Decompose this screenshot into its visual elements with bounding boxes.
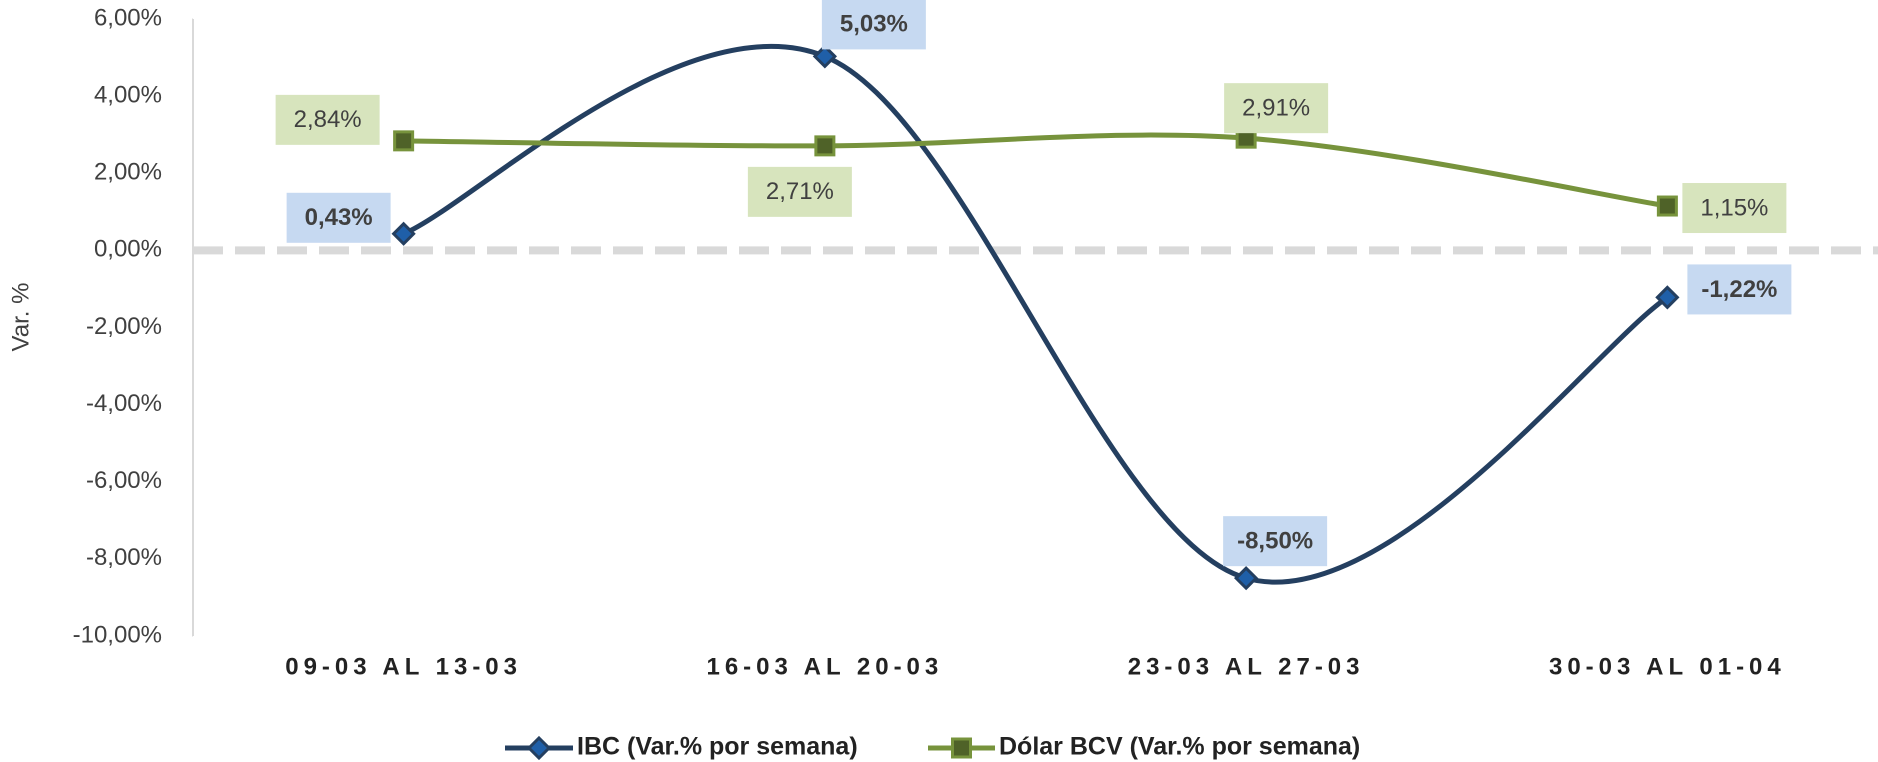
data-label-bg: [747, 166, 852, 217]
y-tick-label: 6,00%: [94, 4, 162, 31]
marker: [391, 221, 416, 246]
y-tick-label: -8,00%: [86, 544, 162, 571]
data-label: -8,50%: [1237, 528, 1313, 555]
marker: [814, 135, 836, 157]
legend-label: Dólar BCV (Var.% por semana): [999, 733, 1360, 761]
marker: [812, 44, 837, 69]
x-tick-label: 09-03 AL 13-03: [285, 653, 522, 680]
y-tick-label: -10,00%: [73, 621, 162, 648]
data-label: -1,22%: [1701, 276, 1777, 303]
data-label: 0,43%: [305, 204, 373, 231]
legend-marker: [526, 735, 552, 761]
data-label: 5,03%: [840, 11, 908, 38]
data-label: 2,84%: [294, 106, 362, 133]
data-label-bg: [1687, 264, 1792, 315]
y-tick-label: -4,00%: [86, 390, 162, 417]
data-label-bg: [286, 192, 391, 243]
series-line: [402, 43, 1669, 585]
marker: [1655, 285, 1680, 310]
data-label-bg: [275, 94, 380, 145]
series-line: [403, 132, 1668, 209]
y-axis-label: Var. %: [7, 283, 34, 352]
data-label: 2,71%: [766, 178, 834, 205]
marker: [393, 130, 415, 152]
x-tick-label: 23-03 AL 27-03: [1128, 653, 1365, 680]
x-tick-label: 16-03 AL 20-03: [706, 653, 943, 680]
y-tick-label: 0,00%: [94, 236, 162, 263]
legend-marker: [951, 737, 972, 759]
data-label-bg: [1223, 516, 1328, 567]
marker: [1234, 566, 1259, 591]
y-tick-label: 2,00%: [94, 159, 162, 186]
legend-label: IBC (Var.% por semana): [577, 733, 858, 761]
x-tick-label: 30-03 AL 01-04: [1549, 653, 1786, 680]
y-tick-label: 4,00%: [94, 81, 162, 108]
marker: [1656, 195, 1678, 217]
y-tick-label: -6,00%: [86, 467, 162, 494]
data-label-bg: [1224, 83, 1329, 134]
data-label-bg: [821, 0, 926, 50]
data-label-bg: [1682, 183, 1787, 234]
data-label: 2,91%: [1242, 95, 1310, 122]
data-label: 1,15%: [1700, 194, 1768, 221]
y-tick-label: -2,00%: [86, 313, 162, 340]
